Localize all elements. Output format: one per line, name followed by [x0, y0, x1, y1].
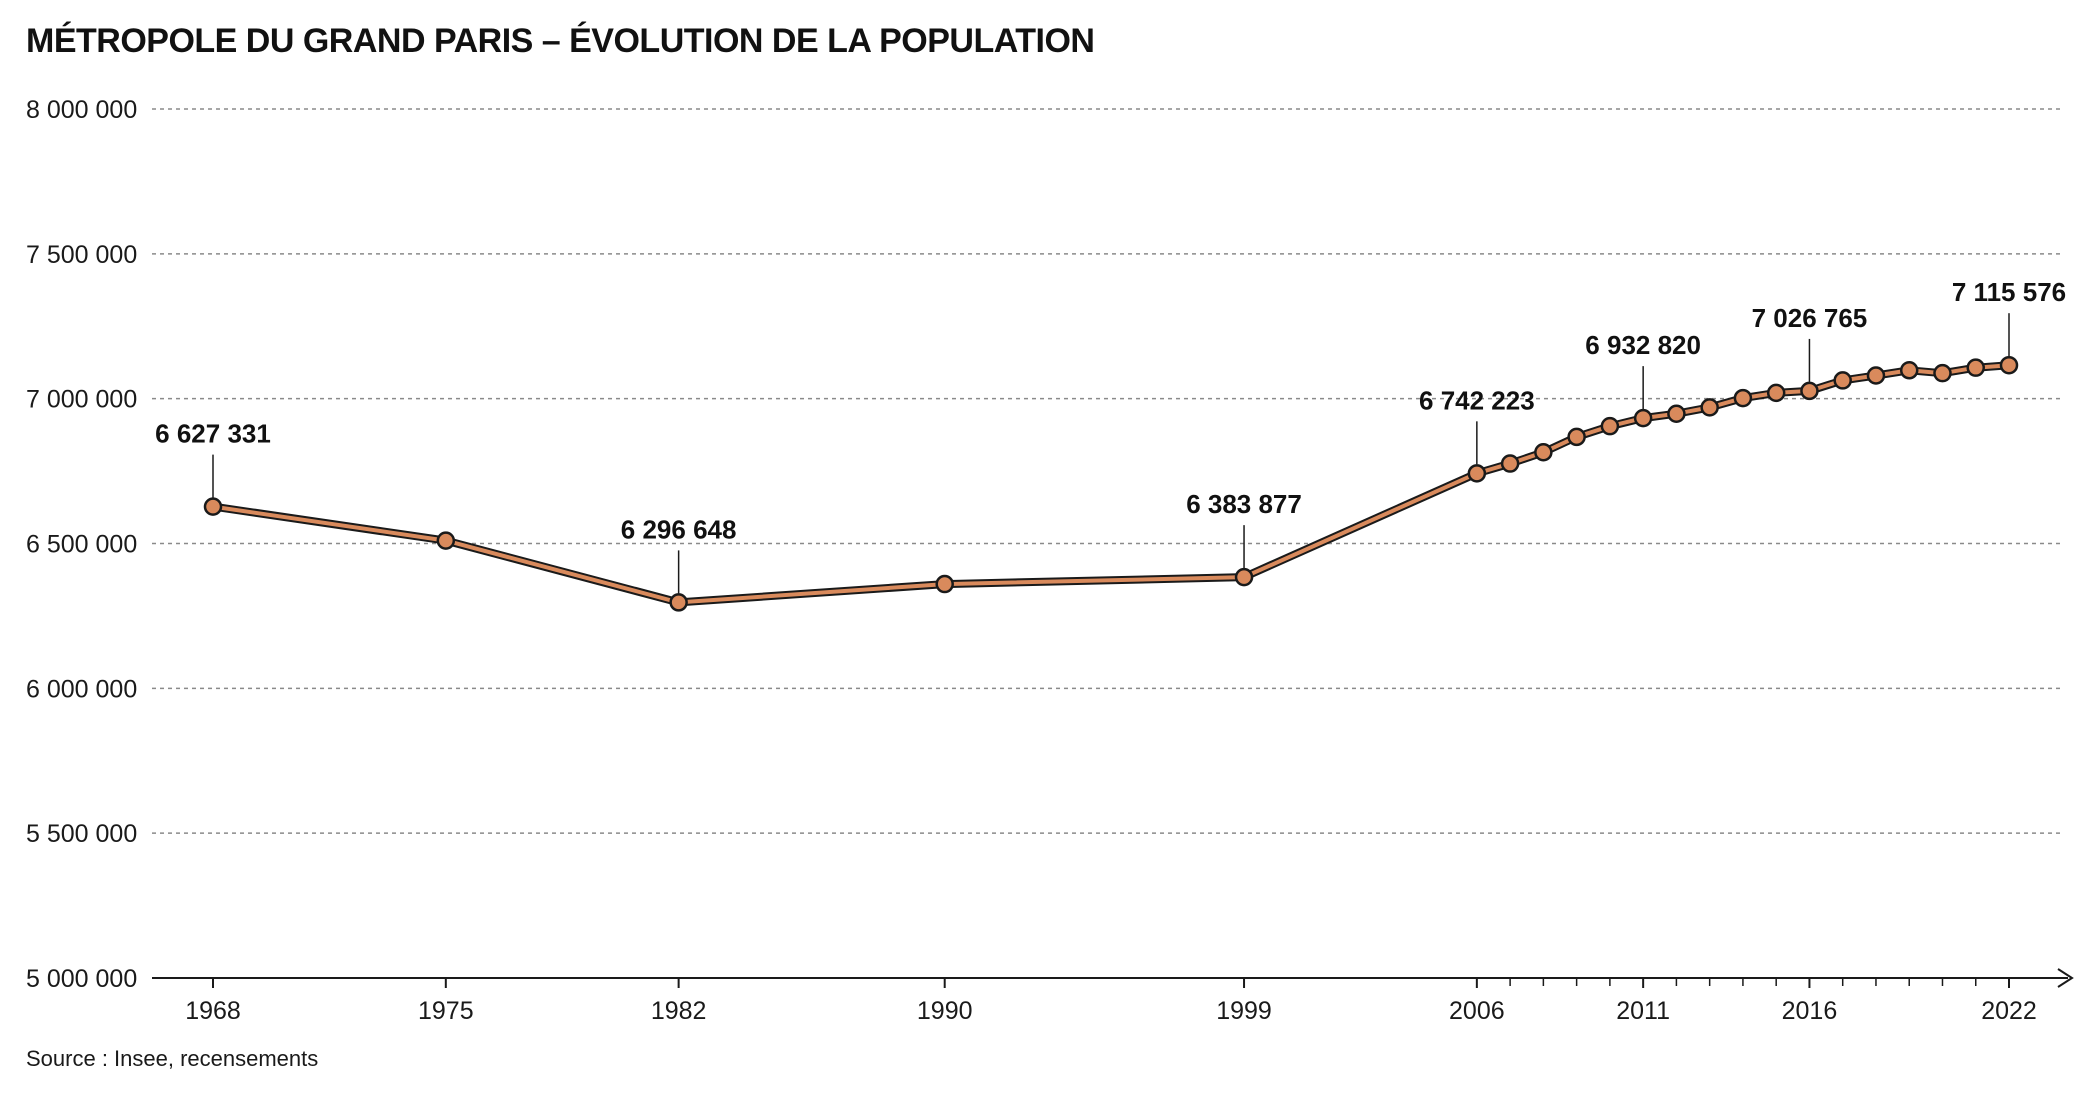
- annotations: 6 627 331 6 296 648 6 383 877 6 742 223 6 93…: [155, 277, 2066, 594]
- data-point: [1500, 454, 1520, 473]
- x-axis-arrow: [2057, 968, 2074, 988]
- data-point: [1600, 416, 1620, 436]
- data-label: 6 383 877: [1186, 489, 1302, 519]
- y-tick-label: 7 000 000: [26, 386, 137, 414]
- data-point: [1667, 404, 1686, 423]
- data-point: [1534, 443, 1553, 462]
- x-tick-label: 2016: [1782, 997, 1838, 1025]
- data-label: 7 115 576: [1952, 277, 2066, 307]
- data-point: [1467, 464, 1487, 483]
- data-point: [1899, 361, 1919, 380]
- gridlines: [152, 108, 2062, 834]
- series-line: [209, 361, 2013, 607]
- data-label: 6 627 331: [155, 419, 271, 449]
- series-line-fill: [211, 363, 2011, 605]
- data-point: [669, 593, 688, 612]
- data-point: [1800, 381, 1819, 401]
- data-point: [1999, 355, 2019, 375]
- data-point: [1567, 427, 1586, 447]
- data-label: 7 026 765: [1752, 303, 1868, 333]
- data-point: [1966, 358, 1985, 377]
- y-tick-label: 8 000 000: [26, 96, 137, 124]
- y-tick-label: 5 500 000: [26, 820, 137, 848]
- y-tick-label: 6 000 000: [26, 675, 137, 703]
- data-point: [935, 574, 954, 594]
- x-tick-label: 1990: [917, 997, 973, 1025]
- data-points: [203, 355, 2019, 612]
- y-tick-label: 6 500 000: [26, 531, 137, 559]
- data-label: 6 742 223: [1419, 385, 1535, 415]
- x-tick-label: 1999: [1216, 997, 1272, 1025]
- x-tick-label: 1975: [418, 997, 474, 1025]
- x-tick-label: 2011: [1616, 997, 1670, 1025]
- data-point: [1866, 366, 1886, 385]
- data-point: [1633, 408, 1653, 428]
- chart-source: Source : Insee, recensements: [26, 1046, 319, 1071]
- x-tick-label: 2006: [1449, 997, 1505, 1025]
- data-point: [1700, 398, 1719, 417]
- data-point: [1234, 567, 1254, 587]
- data-point: [203, 497, 223, 516]
- x-tick-label: 1982: [651, 997, 707, 1025]
- chart-title: MÉTROPOLE DU GRAND PARIS – ÉVOLUTION DE …: [26, 22, 1095, 60]
- data-label: 6 932 820: [1585, 330, 1701, 360]
- data-point: [436, 531, 456, 550]
- x-tick-label: 1968: [185, 997, 241, 1025]
- y-axis: 5 000 000 5 500 000 6 000 000 6 500 000 7 00…: [26, 96, 137, 993]
- data-point: [1733, 388, 1753, 408]
- y-tick-label: 5 000 000: [26, 965, 137, 993]
- x-tick-label: 2022: [1981, 997, 2037, 1025]
- data-label: 6 296 648: [621, 514, 737, 544]
- data-point: [1933, 363, 1952, 383]
- y-tick-label: 7 500 000: [26, 241, 137, 269]
- data-point: [1833, 371, 1852, 390]
- x-axis: 1968 1975 1982 1990 1999 2006 2011 2016 2022: [152, 968, 2074, 1025]
- data-point: [1766, 383, 1786, 403]
